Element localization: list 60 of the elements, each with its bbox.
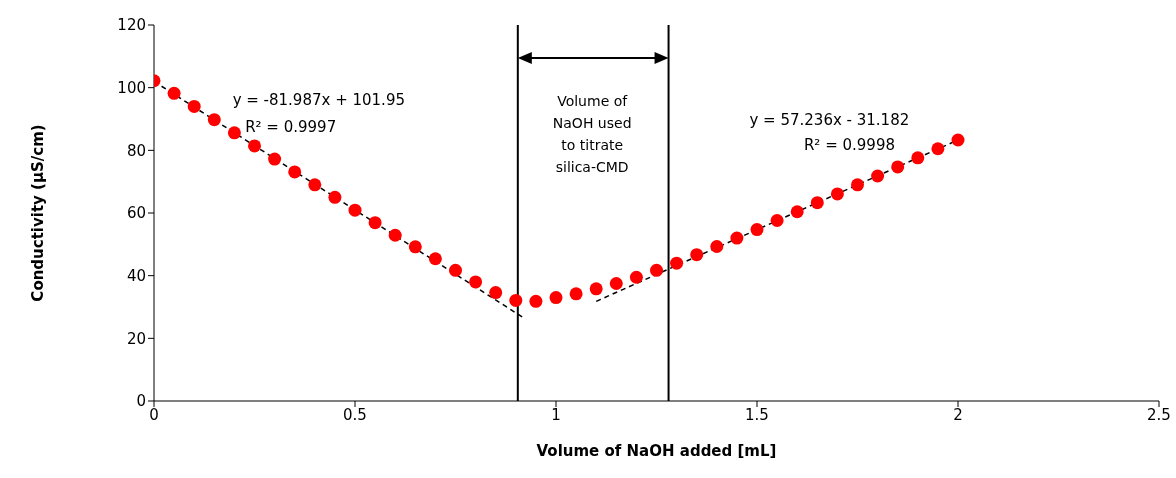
point (248, 139, 261, 153)
point (650, 263, 663, 277)
y-tick-label: 40 (126, 266, 146, 285)
x-tick-label: 0 (149, 405, 159, 424)
point (569, 287, 583, 301)
point (851, 178, 864, 192)
point (509, 293, 523, 307)
point (790, 205, 804, 219)
x-axis-title: Volume of NaOH added [mL] (536, 442, 777, 460)
point (388, 228, 402, 242)
point (227, 126, 241, 140)
y-tick-label: 60 (126, 204, 146, 223)
x-tick-label: 1.5 (745, 405, 769, 424)
x-tick-label: 2.5 (1147, 405, 1171, 424)
x-tick-label: 1 (551, 405, 561, 424)
x-tick-label: 0.5 (343, 405, 367, 424)
point (268, 152, 282, 166)
point (187, 99, 201, 113)
annotation: R² = 0.9998 (803, 135, 895, 154)
point (207, 113, 221, 127)
point (469, 275, 483, 289)
annotation: Volume of NaOH used to titrate silica-CMD (552, 92, 632, 175)
point (368, 216, 382, 230)
point (428, 252, 442, 266)
point (891, 160, 905, 174)
point (529, 294, 543, 308)
point (629, 270, 643, 284)
point (408, 240, 422, 254)
point (770, 214, 784, 228)
point (830, 187, 844, 201)
point (328, 190, 342, 204)
point (710, 240, 724, 254)
y-tick-label: 80 (126, 141, 146, 160)
point (730, 231, 744, 245)
point (951, 133, 965, 147)
point (810, 196, 824, 210)
point (609, 277, 623, 290)
y-tick-label: 100 (117, 78, 146, 97)
point (871, 169, 885, 183)
annotation: R² = 0.9997 (245, 117, 337, 136)
point (489, 286, 503, 300)
point (308, 178, 322, 192)
point (589, 282, 603, 296)
point (911, 151, 925, 165)
point (288, 165, 302, 179)
point (549, 291, 563, 305)
point (931, 142, 945, 156)
point (670, 256, 684, 270)
y-axis-title: Conductivity (µS/cm) (29, 124, 48, 302)
x-tick-label: 2 (953, 405, 963, 424)
point (348, 203, 362, 217)
y-tick-label: 0 (136, 392, 146, 411)
y-tick-label: 20 (126, 329, 146, 348)
y-tick-label: 120 (117, 16, 146, 35)
point (750, 223, 764, 237)
annotation: y = 57.236x - 31.182 (749, 110, 910, 129)
annotation: y = -81.987x + 101.95 (232, 90, 405, 109)
point (449, 263, 462, 277)
point (167, 86, 181, 100)
point (690, 248, 704, 262)
